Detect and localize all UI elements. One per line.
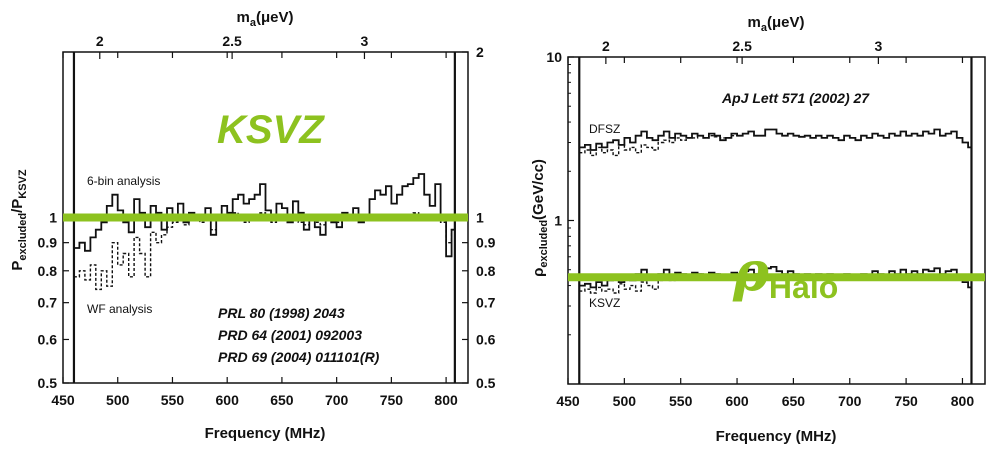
right-top-axis-label: ma(μeV) (748, 14, 805, 34)
left-series-6-bin-analysis (73, 173, 455, 258)
left-reference-2: PRD 64 (2001) 092003 (218, 327, 362, 343)
left-y-ticks: 0.5 0.6 0.7 0.8 0.9 1 (38, 210, 69, 391)
right-toptick-label: 2 (602, 38, 610, 54)
left-reference-3: PRD 69 (2004) 011101(R) (218, 349, 380, 365)
left-y-axis-label: Pexcluded/PKSVZ (9, 169, 29, 271)
left-toptick-label: 2.5 (222, 33, 242, 49)
right-toptick-label: 3 (874, 38, 882, 54)
right-series-dfsz (579, 128, 973, 151)
right-y-ticks: 1 10 (546, 49, 574, 336)
left-series (73, 173, 455, 291)
right-chart: 450 500 550 600 650 700 750 800 110 2 2.5 3 ma(μe… (530, 14, 986, 445)
right-xtick-label: 700 (838, 393, 862, 409)
right-x-axis-label: Frequency (MHz) (716, 428, 837, 445)
right-reference-1: ApJ Lett 571 (2002) 27 (721, 90, 870, 106)
left-ytick-label: 0.9 (38, 235, 58, 251)
left-xtick-label: 550 (161, 392, 185, 408)
right-plot-frame (567, 56, 986, 385)
right-annotation-ksvz: KSVZ (589, 296, 620, 310)
left-chart: 450 500 550 600 650 700 750 800 0.5 0.6 0.7 0.8 0.9… (9, 9, 496, 442)
left-ytick-right-label: 0.6 (476, 331, 496, 347)
right-toptick-label: 2.5 (732, 38, 752, 54)
right-xtick-label: 500 (613, 393, 637, 409)
right-xtick-label: 800 (951, 393, 975, 409)
right-xtick-label: 750 (894, 393, 918, 409)
left-annotation-wf: WF analysis (87, 302, 152, 316)
left-reference-1: PRL 80 (1998) 2043 (218, 305, 345, 321)
right-annotation-dfsz: DFSZ (589, 122, 620, 136)
left-xtick-label: 650 (270, 392, 294, 408)
left-top-ticks: 2 2.5 3 (96, 33, 369, 59)
right-xtick-label: 600 (725, 393, 749, 409)
right-xtick-label: 550 (669, 393, 693, 409)
right-ytick-label: 1 (554, 213, 562, 229)
right-series-dfsz-wf (579, 135, 738, 157)
left-ytick-label: 1 (49, 210, 57, 226)
left-toptick-label: 3 (361, 33, 369, 49)
left-xtick-label: 800 (434, 392, 458, 408)
left-ytick-label: 0.5 (38, 375, 58, 391)
left-annotation-6bin: 6-bin analysis (87, 174, 160, 188)
left-x-ticks: 450 500 550 600 650 700 750 800 (51, 52, 458, 408)
left-xtick-label: 500 (106, 392, 130, 408)
left-xtick-label: 700 (325, 392, 349, 408)
left-ytick-right-label: 0.8 (476, 263, 496, 279)
left-toptick-label: 2 (96, 33, 104, 49)
left-xtick-label: 750 (380, 392, 404, 408)
left-ytick-right-label: 2 (476, 44, 484, 60)
left-y-ticks-right: 0.5 0.6 0.7 0.8 0.9 1 2 (462, 44, 496, 391)
right-bounds (578, 57, 973, 384)
left-ytick-right-label: 0.5 (476, 375, 496, 391)
right-xtick-label: 650 (782, 393, 806, 409)
left-ytick-right-label: 1 (476, 210, 484, 226)
left-ytick-label: 0.8 (38, 263, 58, 279)
left-xtick-label: 600 (216, 392, 240, 408)
right-ytick-label: 10 (546, 49, 562, 65)
left-x-axis-label: Frequency (MHz) (205, 425, 326, 442)
left-ytick-right-label: 0.7 (476, 295, 496, 311)
left-series-wf-analysis (73, 212, 455, 291)
left-ytick-right-label: 0.9 (476, 235, 496, 251)
left-top-axis-label: ma(μeV) (237, 9, 294, 29)
right-xtick-label: 450 (556, 393, 580, 409)
right-top-ticks: 2 2.5 3 (602, 38, 882, 64)
right-y-axis-label: ρexcluded(GeV/cc) (530, 159, 550, 277)
left-title-ksvz: KSVZ (217, 108, 325, 152)
left-ytick-label: 0.6 (38, 331, 58, 347)
left-ytick-label: 0.7 (38, 295, 58, 311)
right-x-ticks: 450 500 550 600 650 700 750 800 (556, 57, 974, 409)
left-xtick-label: 450 (51, 392, 75, 408)
right-title-rho-halo: ρHalo (732, 239, 838, 305)
